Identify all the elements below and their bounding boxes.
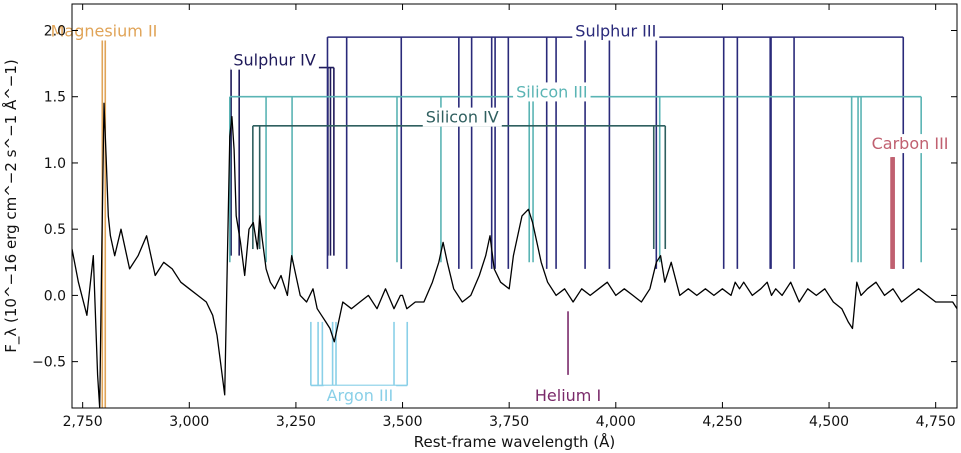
plot-frame xyxy=(71,3,958,409)
axes: 2,750 3,000 3,250 3,500 3,750 4,000 4,250 4,500… xyxy=(1,3,958,451)
line-label: Helium I xyxy=(535,386,601,405)
line-label-background xyxy=(323,385,397,405)
line-label: Silicon III xyxy=(516,82,587,101)
line-label: Magnesium II xyxy=(51,21,158,40)
x-tick-label: 4,250 xyxy=(702,414,742,430)
line-label-background xyxy=(230,50,319,70)
x-tick-label: 3,250 xyxy=(276,414,316,430)
line-label-background xyxy=(572,21,660,41)
line-label-background xyxy=(422,107,502,127)
x-axis-title: Rest-frame wavelength (Å) xyxy=(414,432,615,451)
line-group-silicon-iii xyxy=(229,95,922,263)
x-tick-label: 3,500 xyxy=(382,414,422,430)
line-label: Silicon IV xyxy=(426,108,499,127)
y-tick-label: 0.5 xyxy=(44,222,66,238)
y-tick-label: 0.0 xyxy=(44,288,66,304)
x-tick-label: 4,750 xyxy=(916,414,956,430)
y-axis-title: F_λ (10^−16 erg cm^−2 s^−1 Å^−1) xyxy=(1,59,21,353)
line-label: Carbon III xyxy=(872,134,949,153)
plot-clip-group xyxy=(72,36,957,408)
line-label-background xyxy=(531,385,605,405)
line-group-carbon-iii xyxy=(890,157,895,269)
y-tick-label: 1.5 xyxy=(44,90,66,106)
x-tick-label: 3,750 xyxy=(489,414,529,430)
line-group-sulphur-iv xyxy=(230,66,335,256)
x-tick-label: 4,500 xyxy=(809,414,849,430)
line-label-background xyxy=(47,21,161,41)
x-tick-label: 3,000 xyxy=(169,414,209,430)
y-tick-label: 2.0 xyxy=(44,23,66,39)
line-label: Sulphur III xyxy=(575,21,656,40)
line-group-sulphur-iii xyxy=(326,36,905,269)
line-group-argon-iii xyxy=(310,321,409,387)
y-tick-label: 1.0 xyxy=(44,156,66,172)
y-tick-label: −0.5 xyxy=(32,355,66,371)
line-label-background xyxy=(868,134,952,154)
line-label-background xyxy=(513,82,591,102)
plot-area: Magnesium II Sulphur IV Sulphur III Silicon… xyxy=(47,21,957,408)
x-tick-label: 4,000 xyxy=(596,414,636,430)
line-label: Argon III xyxy=(327,386,394,405)
x-tick-label: 2,750 xyxy=(63,414,103,430)
line-label: Sulphur IV xyxy=(233,51,316,70)
spectrum-line xyxy=(72,102,957,408)
